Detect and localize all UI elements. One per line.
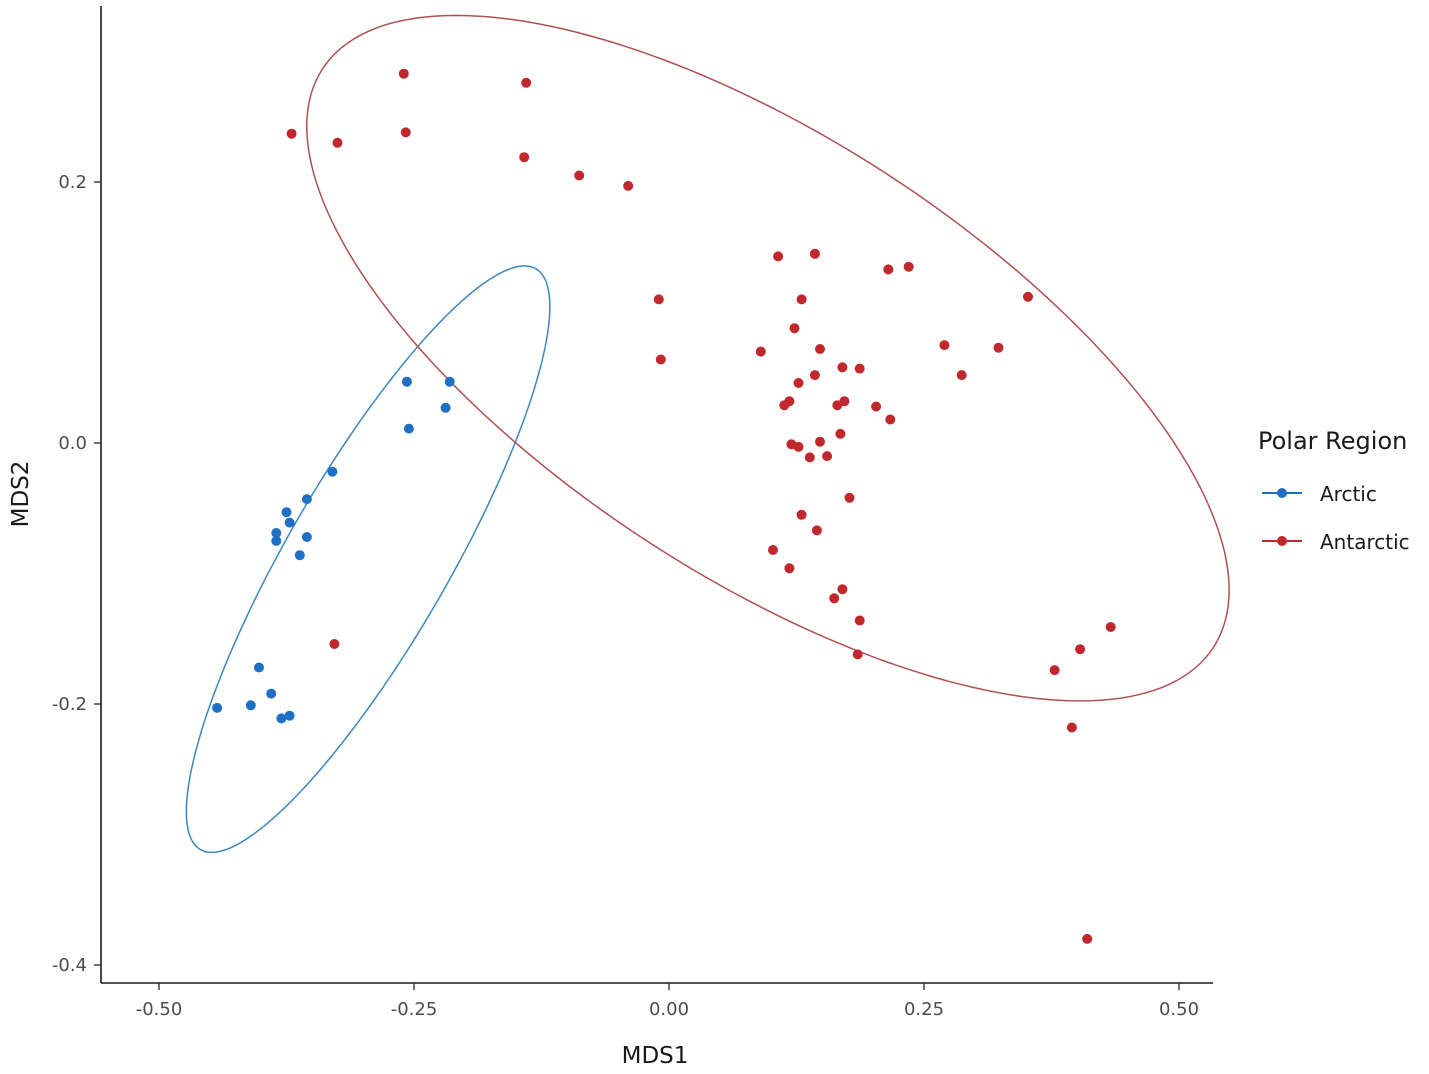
x-axis-title: MDS1 bbox=[622, 1043, 689, 1069]
antarctic-point bbox=[398, 68, 409, 79]
arctic-point bbox=[212, 702, 223, 713]
antarctic-point bbox=[1105, 622, 1116, 632]
x-tick-label: 0.50 bbox=[1159, 999, 1199, 1020]
antarctic-point bbox=[796, 294, 807, 305]
antarctic-point bbox=[837, 584, 848, 595]
antarctic-point bbox=[854, 363, 865, 374]
antarctic-point bbox=[793, 441, 804, 452]
plot-area bbox=[185, 14, 1230, 944]
arctic-point bbox=[403, 423, 414, 434]
antarctic-point bbox=[811, 525, 822, 536]
antarctic-point bbox=[796, 509, 807, 520]
antarctic-point bbox=[903, 261, 914, 272]
arctic-point bbox=[327, 466, 338, 477]
antarctic-point bbox=[815, 436, 825, 447]
antarctic-point bbox=[779, 400, 790, 411]
antarctic-point bbox=[1066, 722, 1077, 733]
antarctic-point bbox=[329, 639, 340, 649]
antarctic-point bbox=[844, 492, 855, 503]
x-axis-ticks: -0.50 -0.25 0.00 0.25 0.50 bbox=[136, 983, 1199, 1020]
antarctic-point bbox=[653, 294, 664, 305]
arctic-point bbox=[276, 713, 287, 724]
antarctic-point bbox=[835, 428, 846, 439]
antarctic-point bbox=[519, 152, 530, 163]
antarctic-point bbox=[1082, 933, 1093, 944]
antarctic-point bbox=[655, 354, 666, 365]
arctic-point bbox=[284, 517, 295, 528]
x-tick-label: 0.00 bbox=[649, 999, 689, 1020]
y-tick-label: -0.4 bbox=[52, 955, 87, 976]
antarctic-point bbox=[809, 370, 820, 381]
legend-label-antarctic: Antarctic bbox=[1320, 530, 1410, 554]
antarctic-point bbox=[400, 127, 411, 138]
antarctic-point bbox=[768, 545, 778, 555]
antarctic-point bbox=[832, 400, 843, 411]
antarctic-point bbox=[871, 401, 882, 412]
antarctic-point bbox=[939, 340, 950, 351]
antarctic-point bbox=[773, 251, 784, 262]
x-tick-label: 0.25 bbox=[904, 999, 944, 1020]
antarctic-point bbox=[822, 451, 833, 462]
arctic-point bbox=[294, 550, 305, 561]
legend-key-point-arctic bbox=[1277, 488, 1287, 498]
antarctic-point bbox=[885, 414, 896, 425]
y-tick-label: 0.0 bbox=[58, 433, 87, 454]
arctic-point bbox=[245, 700, 256, 711]
arctic-point bbox=[271, 535, 282, 546]
antarctic-point bbox=[804, 452, 815, 463]
legend-items: Arctic Antarctic bbox=[1262, 482, 1410, 554]
arctic-point bbox=[444, 376, 455, 387]
y-tick-label: -0.2 bbox=[52, 694, 87, 715]
antarctic-point bbox=[1075, 644, 1086, 655]
antarctic-point bbox=[332, 137, 343, 148]
antarctic-point bbox=[623, 180, 634, 191]
legend-label-arctic: Arctic bbox=[1320, 482, 1377, 506]
confidence-ellipses bbox=[185, 14, 1230, 854]
arctic-point bbox=[301, 532, 312, 542]
arctic-point bbox=[401, 376, 412, 387]
antarctic-point bbox=[789, 323, 800, 334]
arctic-ellipse bbox=[185, 265, 551, 854]
arctic-point bbox=[281, 507, 292, 518]
antarctic-point bbox=[852, 649, 863, 660]
arctic-point bbox=[271, 528, 282, 538]
legend-key-point-antarctic bbox=[1277, 536, 1287, 546]
antarctic-point bbox=[883, 264, 894, 275]
antarctic-point bbox=[1023, 291, 1033, 302]
antarctic-point bbox=[784, 563, 795, 574]
legend-title: Polar Region bbox=[1258, 427, 1407, 455]
antarctic-point bbox=[1049, 665, 1060, 676]
y-axis-title: MDS2 bbox=[8, 461, 34, 528]
x-tick-label: -0.50 bbox=[136, 999, 183, 1020]
y-axis-ticks: -0.4 -0.2 0.0 0.2 bbox=[52, 172, 101, 976]
arctic-point bbox=[284, 710, 295, 721]
arctic-point bbox=[266, 688, 277, 699]
antarctic-point bbox=[815, 344, 825, 354]
antarctic-point bbox=[574, 170, 585, 181]
arctic-point bbox=[440, 402, 451, 413]
antarctic-point bbox=[286, 128, 297, 139]
y-tick-label: 0.2 bbox=[58, 172, 87, 193]
antarctic-point bbox=[793, 378, 804, 388]
x-tick-label: -0.25 bbox=[391, 999, 438, 1020]
antarctic-ellipse bbox=[306, 14, 1230, 702]
antarctic-point bbox=[956, 370, 967, 381]
antarctic-point bbox=[521, 77, 532, 88]
antarctic-point bbox=[809, 248, 820, 259]
data-points bbox=[212, 68, 1116, 944]
antarctic-point bbox=[837, 362, 848, 373]
antarctic-point bbox=[755, 346, 766, 357]
antarctic-point bbox=[854, 615, 865, 626]
arctic-point bbox=[254, 662, 264, 673]
legend: Polar Region Arctic Antarctic bbox=[1258, 427, 1410, 554]
antarctic-point bbox=[829, 593, 840, 604]
arctic-point bbox=[301, 494, 312, 505]
antarctic-point bbox=[993, 342, 1004, 353]
